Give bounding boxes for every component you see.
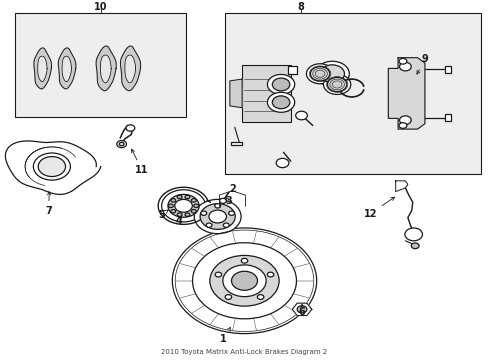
Circle shape [295,111,307,120]
Circle shape [323,75,350,94]
Circle shape [170,199,175,202]
Circle shape [398,123,406,129]
Bar [445,66,450,73]
Text: 7: 7 [45,192,52,216]
Bar [15,13,185,117]
Circle shape [33,153,70,180]
Circle shape [267,92,294,112]
Circle shape [161,190,205,222]
Text: 2: 2 [228,184,235,194]
Circle shape [228,211,234,215]
Circle shape [209,256,279,306]
Polygon shape [58,48,76,89]
Circle shape [215,272,221,277]
Circle shape [297,306,306,313]
Circle shape [404,228,422,241]
Circle shape [272,78,289,91]
Circle shape [231,271,257,290]
Circle shape [306,64,333,84]
Text: 4: 4 [175,216,182,226]
Circle shape [214,204,220,208]
Bar [288,66,297,74]
Polygon shape [395,181,407,192]
Circle shape [174,199,192,212]
Text: 12: 12 [363,197,394,219]
Text: 9: 9 [416,54,427,74]
Polygon shape [34,48,51,89]
Circle shape [315,61,348,86]
Circle shape [168,204,173,208]
Circle shape [184,195,189,199]
Text: 5: 5 [158,210,168,220]
Circle shape [399,62,410,71]
Circle shape [126,125,135,131]
Polygon shape [62,56,71,82]
Circle shape [267,75,294,94]
Circle shape [177,213,182,216]
Polygon shape [96,46,116,91]
Polygon shape [292,303,311,315]
Circle shape [206,223,212,227]
Circle shape [117,140,126,148]
Bar [242,65,290,122]
Polygon shape [124,55,135,83]
Circle shape [172,228,316,334]
Circle shape [191,199,196,202]
Polygon shape [5,141,101,194]
Circle shape [320,65,344,83]
Circle shape [167,194,199,217]
Circle shape [194,199,241,234]
Circle shape [119,142,124,146]
Circle shape [257,294,264,300]
Circle shape [224,294,231,300]
Polygon shape [38,56,47,82]
Circle shape [177,195,182,199]
Circle shape [410,243,418,249]
Circle shape [219,198,226,203]
Circle shape [223,265,265,297]
Circle shape [327,77,346,91]
Text: 8: 8 [297,2,304,12]
Circle shape [170,210,175,213]
Text: 6: 6 [298,304,305,317]
Circle shape [184,213,189,216]
Circle shape [276,158,288,168]
Circle shape [223,223,229,227]
Text: 3: 3 [224,196,231,206]
Text: 10: 10 [94,2,107,12]
Circle shape [193,204,198,208]
Circle shape [399,116,410,125]
Circle shape [192,243,296,319]
Circle shape [267,272,273,277]
Bar [224,13,480,174]
Text: 1: 1 [220,328,230,343]
Circle shape [241,258,247,263]
Polygon shape [100,55,111,83]
Text: 2010 Toyota Matrix Anti-Lock Brakes Diagram 2: 2010 Toyota Matrix Anti-Lock Brakes Diag… [161,349,327,355]
Polygon shape [120,46,141,91]
Bar [445,114,450,121]
Circle shape [201,211,206,215]
Circle shape [398,58,406,64]
Bar [231,141,242,145]
Polygon shape [229,79,242,108]
Circle shape [310,67,329,81]
Text: 11: 11 [131,149,148,175]
Circle shape [272,96,289,109]
Circle shape [200,204,235,229]
Circle shape [191,210,196,213]
Polygon shape [387,58,424,129]
Circle shape [38,157,65,176]
Circle shape [208,210,226,223]
